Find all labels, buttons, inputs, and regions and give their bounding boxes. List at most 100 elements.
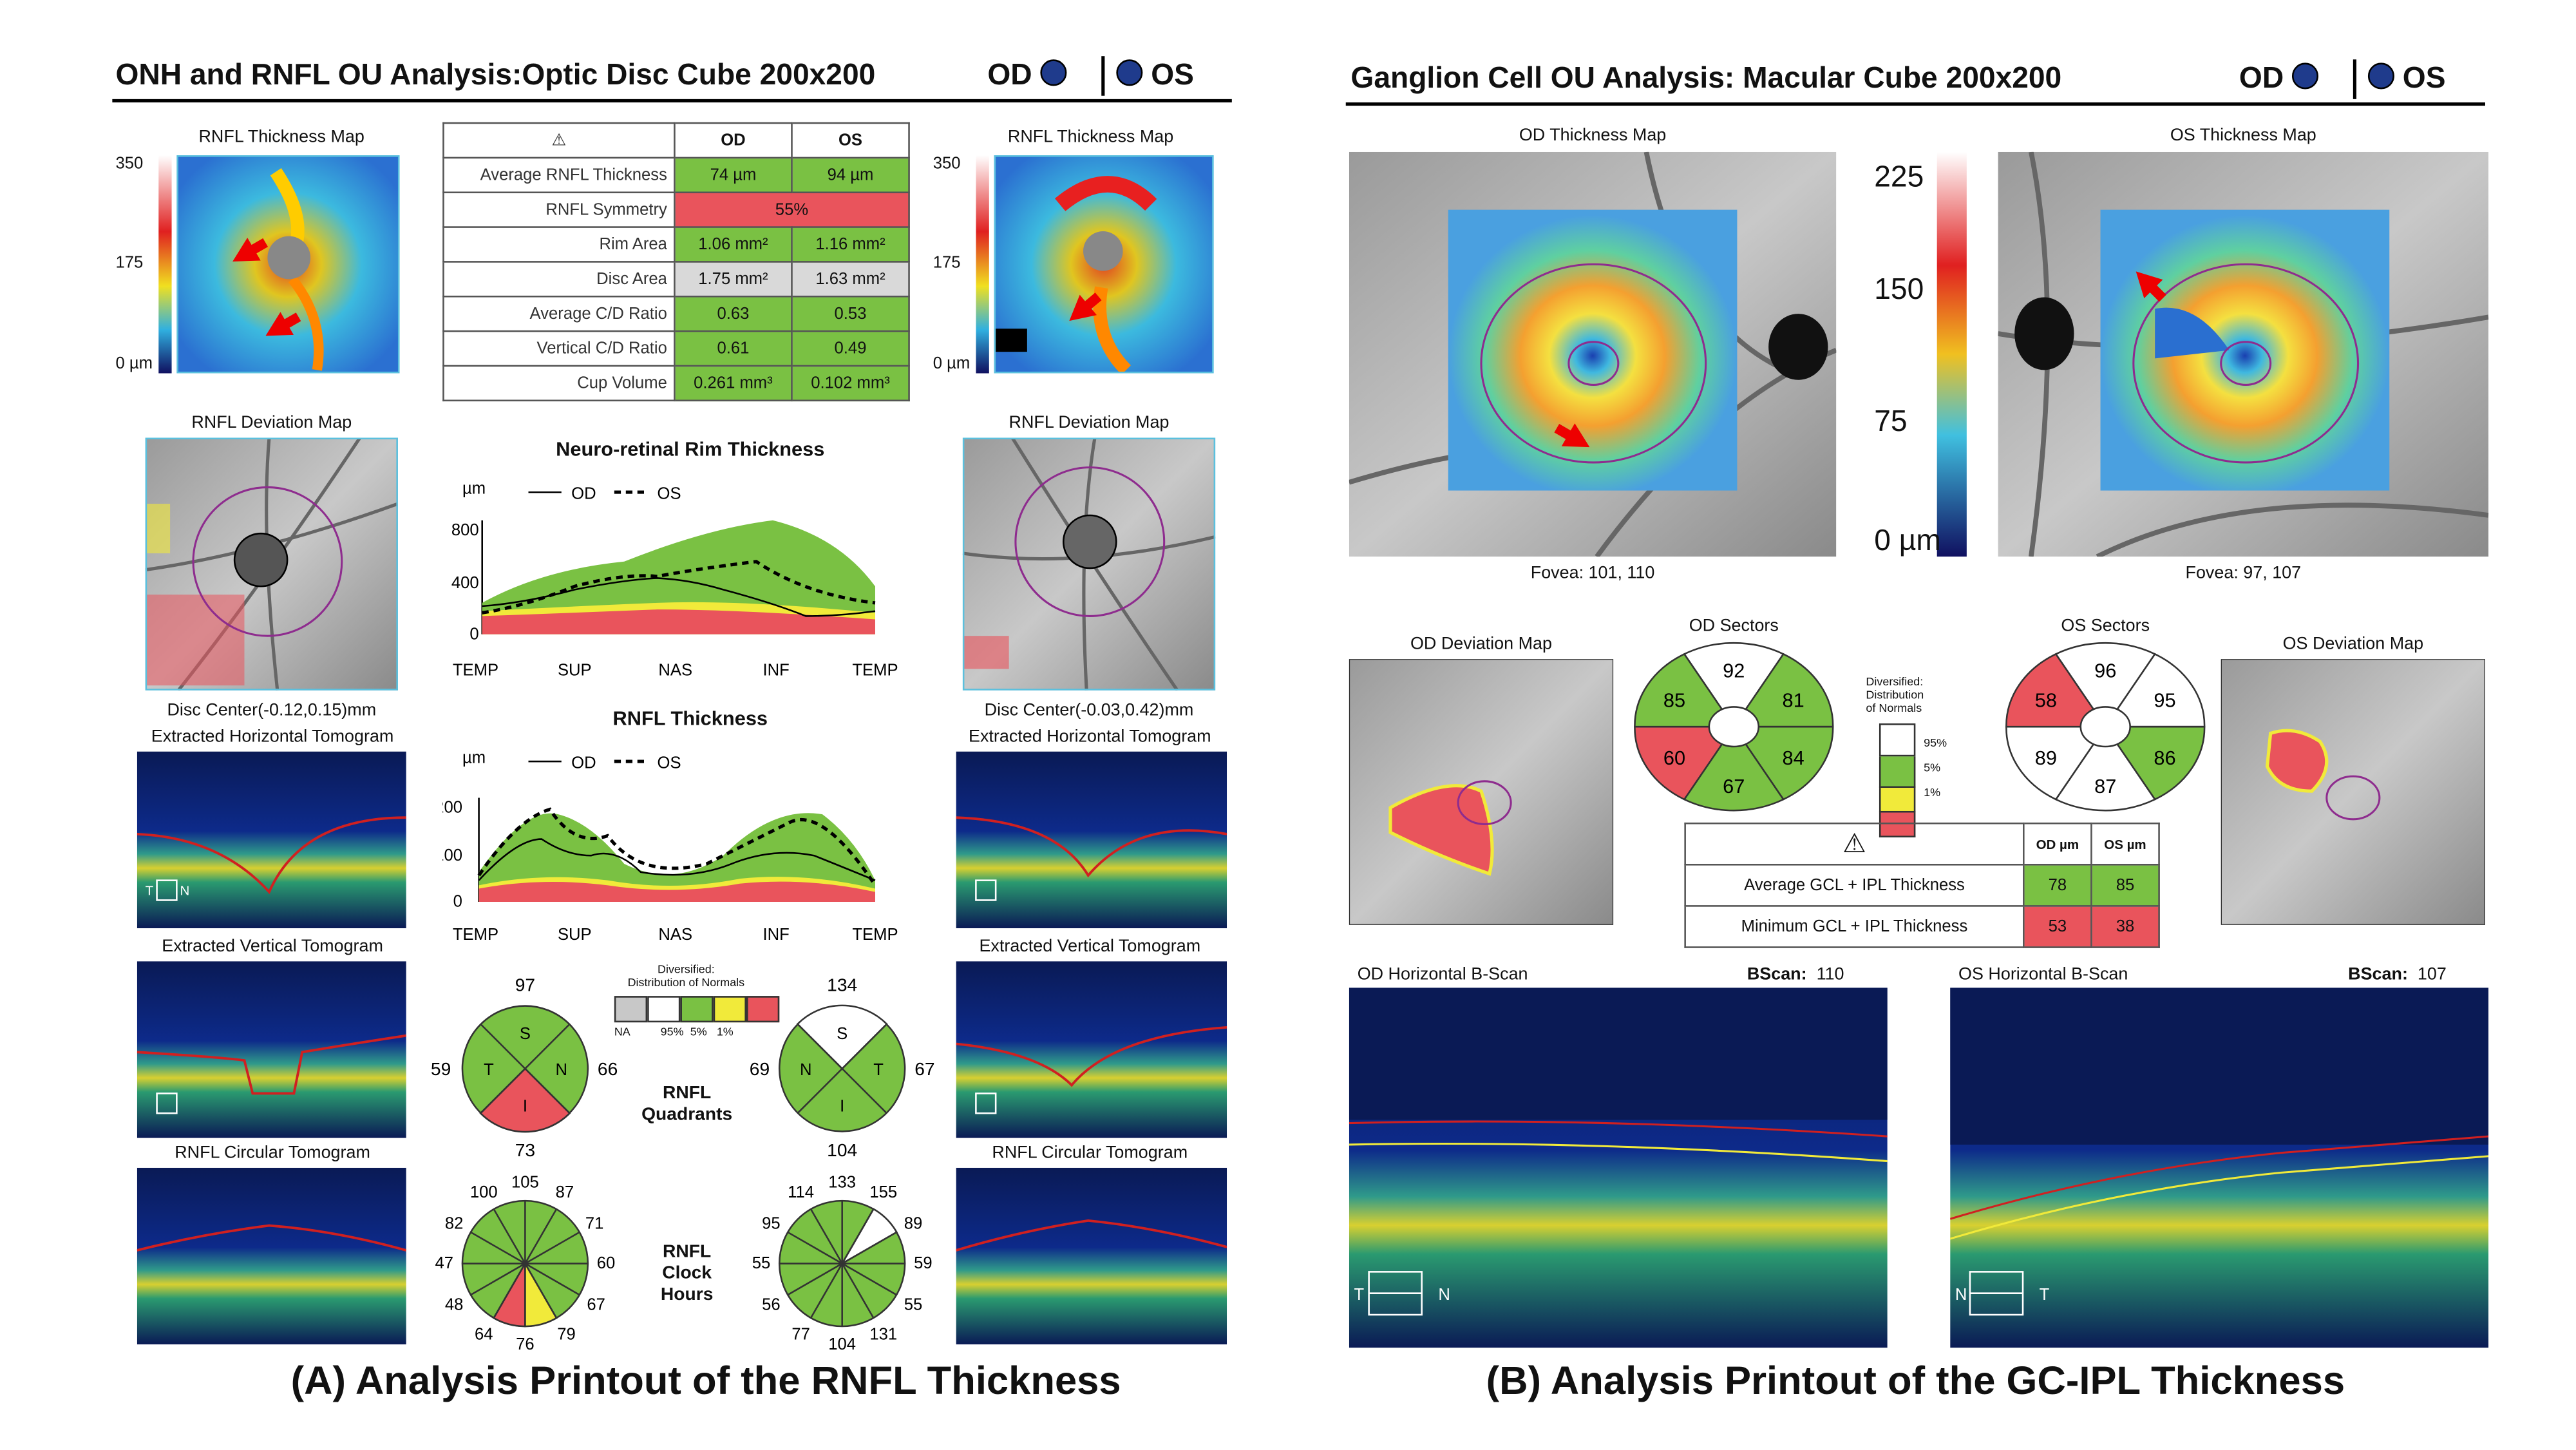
os-clock-value: 104	[828, 1335, 856, 1353]
od-circular-tomogram	[137, 1167, 406, 1345]
od-clock-value: 48	[445, 1295, 464, 1313]
row-od-value: 78	[2023, 864, 2092, 907]
rnfl-chart-unit: µm	[462, 749, 486, 767]
right-header-rule	[1345, 102, 2485, 106]
os-rnfl-thickness-map	[994, 155, 1214, 374]
table-row: Average C/D Ratio 0.63 0.53	[442, 295, 910, 332]
rnfl-xtick: SUP	[558, 926, 592, 944]
row-os-value: 0.102 mm³	[791, 365, 910, 402]
row-os-value: 85	[2090, 864, 2160, 907]
od-clock-value: 47	[435, 1254, 453, 1272]
os-clock-value: 131	[869, 1325, 897, 1343]
os-horizontal-tomogram-title: Extracted Horizontal Tomogram	[969, 727, 1211, 747]
os-quad-letter: T	[873, 1061, 884, 1079]
right-header-os: OS	[2367, 61, 2446, 96]
od-rnfl-thickness-title: RNFL Thickness Map	[198, 127, 365, 148]
rnfl-ytick: 100	[442, 846, 462, 864]
svg-text:T: T	[2040, 1286, 2050, 1304]
od-rnfl-deviation-map	[145, 437, 398, 691]
row-label: Average GCL + IPL Thickness	[1684, 864, 2025, 907]
os-bscan-value: 107	[2417, 964, 2447, 985]
left-header-od: OD	[987, 58, 1067, 93]
os-fovea: Fovea: 97, 107	[2185, 563, 2302, 584]
od-sectors-title: OD Sectors	[1689, 616, 1779, 636]
rim-xtick: TEMP	[453, 662, 498, 680]
od-gc-thickness-map	[1349, 151, 1837, 557]
rnfl-thickness-chart: µm OD OS 200 100 0 TEMP SUP NAS INF TEMP	[442, 749, 898, 944]
row-od-value: 1.75 mm²	[674, 261, 793, 298]
rim-chart-unit: µm	[462, 480, 486, 498]
os-clock-value: 89	[904, 1215, 923, 1233]
legend-label: NA	[614, 1027, 630, 1039]
gc-scale-tick-225: 225	[1874, 160, 1924, 193]
rnfl-quadrants: 97 59 66 73 S T N I 134 69 67 104 S N T …	[431, 974, 935, 1160]
os-circular-tomogram-title: RNFL Circular Tomogram	[992, 1143, 1188, 1163]
rnfl-od-series	[478, 838, 876, 881]
os-sector-value: 95	[2154, 689, 2175, 711]
od-horiz-orient-n: N	[180, 884, 189, 899]
os-vertical-tomogram-title: Extracted Vertical Tomogram	[979, 936, 1201, 957]
rim-ytick: 0	[469, 625, 478, 643]
rnfl-ytick: 200	[442, 799, 462, 817]
os-clock-value: 56	[762, 1295, 781, 1313]
od-horizontal-tomogram-title: Extracted Horizontal Tomogram	[151, 727, 394, 747]
table-col-os: OS	[791, 122, 910, 159]
legend-label: 1%	[716, 1027, 734, 1039]
row-label: Disc Area	[442, 261, 676, 298]
os-label: OS	[1151, 57, 1194, 91]
od-bscan-title: OD Horizontal B-Scan	[1357, 964, 1528, 985]
rim-ytick: 400	[451, 574, 479, 592]
row-symmetry-value: 55%	[674, 191, 910, 228]
os-quad-left: 69	[750, 1058, 770, 1079]
rim-ytick: 800	[451, 521, 479, 539]
os-deviation-title: RNFL Deviation Map	[1009, 413, 1170, 433]
clock-hours-title: RNFL Clock Hours	[660, 1242, 714, 1305]
os-quad-right: 67	[914, 1058, 934, 1079]
bscan-label: BScan:	[1747, 964, 1807, 985]
rim-xtick: TEMP	[852, 662, 898, 680]
row-os-value: 0.53	[791, 295, 910, 332]
rnfl-metrics-table: ⚠ OD OS Average RNFL Thickness 74 µm 94 …	[442, 122, 910, 402]
row-label: Average RNFL Thickness	[442, 157, 676, 193]
gc-scale-tick-150: 150	[1874, 272, 1924, 306]
na-swatch	[614, 996, 648, 1023]
od-color-scale	[158, 155, 172, 374]
left-header-title: ONH and RNFL OU Analysis:Optic Disc Cube…	[115, 57, 876, 91]
os-label: OS	[2402, 61, 2446, 95]
os-clock-value: 59	[914, 1254, 933, 1272]
legend-label: 5%	[690, 1027, 707, 1039]
od-vertical-tomogram	[137, 961, 406, 1138]
os-gc-thickness-title: OS Thickness Map	[2170, 125, 2316, 146]
green-swatch	[680, 996, 714, 1023]
rnfl-ytick: 0	[453, 893, 462, 911]
row-od-value: 53	[2023, 905, 2092, 948]
left-norm-legend-title: Diversified: Distribution of Normals	[627, 964, 745, 989]
os-clock-value: 77	[791, 1325, 810, 1343]
rnfl-os-series	[477, 807, 877, 886]
od-clock-value: 105	[511, 1174, 539, 1192]
os-quad-bottom: 104	[827, 1140, 857, 1160]
od-circular-tomogram-title: RNFL Circular Tomogram	[175, 1143, 370, 1163]
od-clock-value: 67	[587, 1295, 605, 1313]
os-eye-icon	[2367, 62, 2394, 90]
rim-thickness-chart: µm OD OS 800 400 0 TEMP SUP NAS INF TEMP	[451, 480, 898, 680]
row-label: Cup Volume	[442, 365, 676, 402]
row-od-value: 0.61	[674, 330, 793, 367]
os-sector-value: 87	[2094, 775, 2116, 797]
od-sectors: 92 81 84 67 60 85	[1634, 642, 1834, 812]
od-quad-left: 59	[431, 1058, 451, 1079]
rim-chart-title: Neuro-retinal Rim Thickness	[556, 437, 825, 461]
table-row: Average GCL + IPL Thickness 78 85	[1684, 864, 2160, 907]
os-gc-deviation-title: OS Deviation Map	[2282, 634, 2424, 654]
od-clock-value: 64	[475, 1325, 493, 1343]
od-quad-letter: S	[520, 1025, 531, 1043]
os-bscan-title: OS Horizontal B-Scan	[1958, 964, 2128, 985]
warning-icon: ⚠	[442, 122, 676, 159]
row-os-value: 0.49	[791, 330, 910, 367]
od-quad-letter: T	[484, 1061, 494, 1079]
os-scale-tick-175: 175	[933, 254, 961, 273]
od-sector-value: 81	[1783, 689, 1804, 711]
os-horizontal-bscan: N T	[1950, 987, 2489, 1348]
rim-xtick: NAS	[658, 662, 692, 680]
table-row: Minimum GCL + IPL Thickness 53 38	[1684, 905, 2160, 948]
